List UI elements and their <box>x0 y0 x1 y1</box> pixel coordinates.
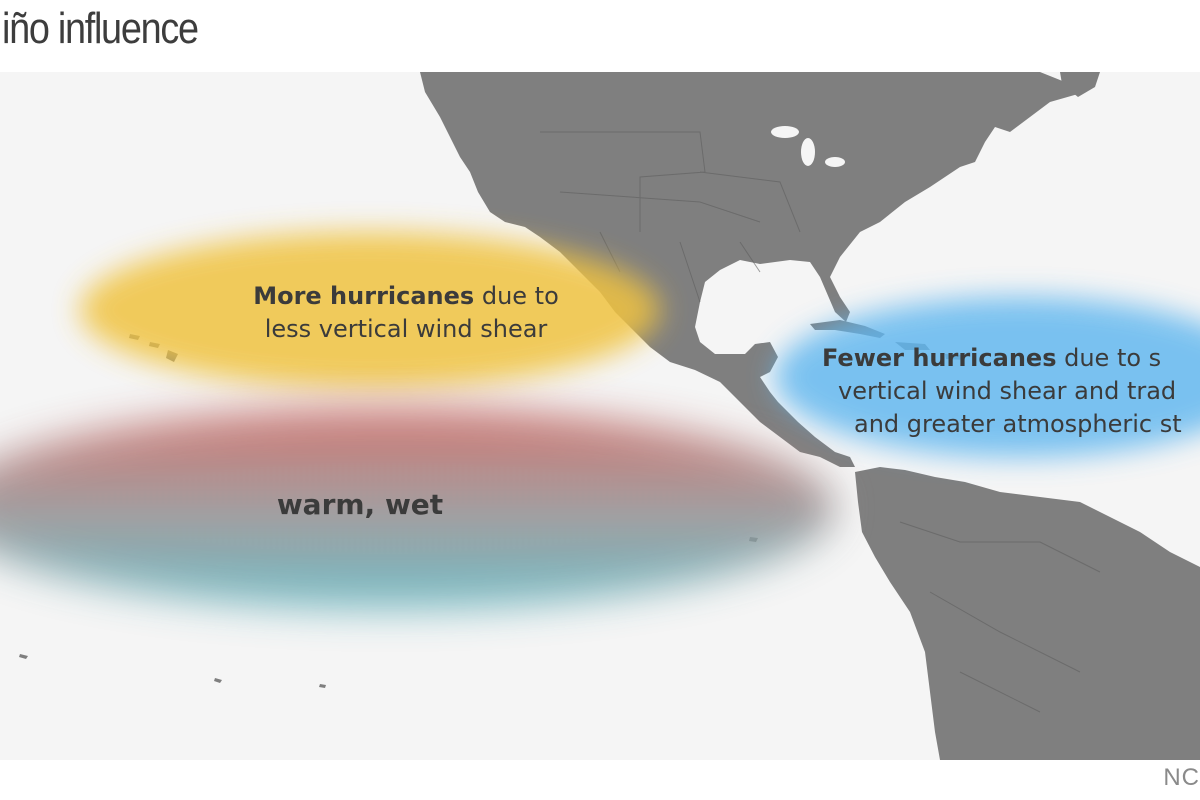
map-canvas <box>0 72 1200 760</box>
greenland-edge <box>1060 72 1100 97</box>
blue-label-line2: vertical wind shear and trad <box>838 377 1177 405</box>
credit-text: NC <box>1163 764 1200 791</box>
page-title: iño influence <box>2 4 199 53</box>
yellow-label-bold: More hurricanes <box>253 282 475 310</box>
yellow-label-rest: due to <box>474 282 559 310</box>
border-lines <box>540 131 1101 713</box>
warm-wet-label: warm, wet <box>276 488 444 521</box>
blue-label-line3: and greater atmospheric st <box>854 410 1182 438</box>
yellow-label-line2: less vertical wind shear <box>264 315 548 343</box>
north-america-landmass <box>420 72 1085 467</box>
yellow-region-label: More hurricanes due to less vertical win… <box>206 280 606 346</box>
south-america-landmass <box>855 467 1200 760</box>
blue-label-rest: due to s <box>1056 344 1162 372</box>
map-panel: More hurricanes due to less vertical win… <box>0 72 1200 760</box>
blue-label-bold: Fewer hurricanes <box>822 344 1057 372</box>
blue-region-label: Fewer hurricanes due to s vertical wind … <box>822 342 1182 441</box>
great-lakes <box>771 126 845 167</box>
